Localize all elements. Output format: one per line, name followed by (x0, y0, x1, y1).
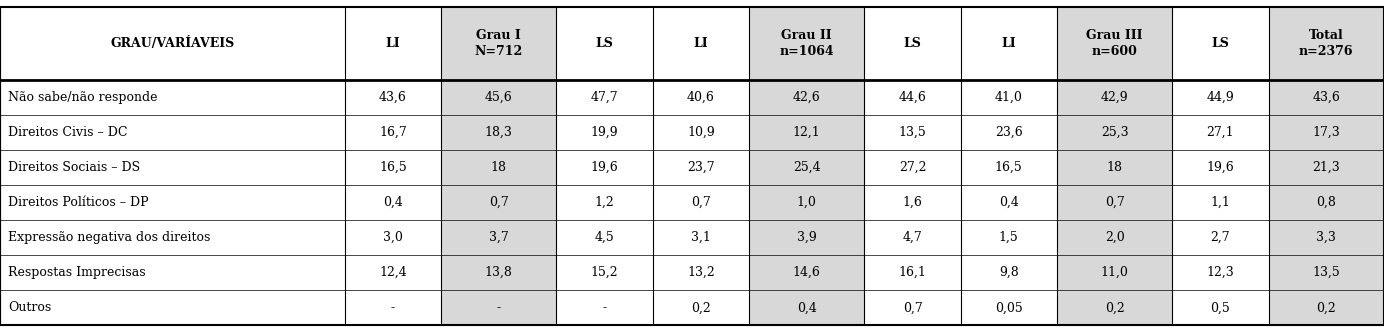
Text: 40,6: 40,6 (686, 91, 714, 104)
Text: LS: LS (904, 37, 922, 50)
Text: 47,7: 47,7 (591, 91, 619, 104)
Bar (441, 7, 556, 325)
Text: Outros: Outros (8, 301, 51, 314)
Text: LI: LI (693, 37, 709, 50)
Text: 0,7: 0,7 (489, 196, 509, 209)
Text: 13,5: 13,5 (898, 126, 926, 139)
Text: -: - (497, 301, 501, 314)
Text: 21,3: 21,3 (1312, 161, 1340, 174)
Text: 44,6: 44,6 (898, 91, 926, 104)
Text: 1,0: 1,0 (797, 196, 817, 209)
Text: 4,7: 4,7 (902, 231, 922, 244)
Text: 17,3: 17,3 (1312, 126, 1340, 139)
Text: Grau II
n=1064: Grau II n=1064 (779, 29, 835, 58)
Text: 18: 18 (1107, 161, 1122, 174)
Text: 23,6: 23,6 (995, 126, 1023, 139)
Text: 13,2: 13,2 (686, 266, 714, 279)
Text: 12,3: 12,3 (1207, 266, 1235, 279)
Text: 18: 18 (491, 161, 507, 174)
Text: 12,4: 12,4 (379, 266, 407, 279)
Bar (749, 7, 865, 325)
Text: Direitos Sociais – DS: Direitos Sociais – DS (8, 161, 140, 174)
Text: 1,2: 1,2 (595, 196, 614, 209)
Text: 27,1: 27,1 (1207, 126, 1235, 139)
Text: Não sabe/não responde: Não sabe/não responde (8, 91, 158, 104)
Text: 0,7: 0,7 (902, 301, 922, 314)
Text: 16,1: 16,1 (898, 266, 926, 279)
Text: 13,5: 13,5 (1312, 266, 1340, 279)
Text: 18,3: 18,3 (484, 126, 512, 139)
Text: 0,7: 0,7 (691, 196, 711, 209)
Text: -: - (602, 301, 606, 314)
Text: LS: LS (595, 37, 613, 50)
Text: 25,3: 25,3 (1100, 126, 1128, 139)
Text: 41,0: 41,0 (995, 91, 1023, 104)
Text: LI: LI (386, 37, 400, 50)
Text: 11,0: 11,0 (1100, 266, 1128, 279)
Text: 2,0: 2,0 (1104, 231, 1124, 244)
Text: 14,6: 14,6 (793, 266, 821, 279)
Text: 9,8: 9,8 (999, 266, 1019, 279)
Text: 19,6: 19,6 (1207, 161, 1235, 174)
Text: 10,9: 10,9 (686, 126, 714, 139)
Text: 0,2: 0,2 (1104, 301, 1124, 314)
Text: 0,2: 0,2 (691, 301, 711, 314)
Text: LI: LI (1002, 37, 1016, 50)
Text: 1,1: 1,1 (1211, 196, 1230, 209)
Text: 0,4: 0,4 (797, 301, 817, 314)
Text: Total
n=2376: Total n=2376 (1300, 29, 1354, 58)
Bar (1057, 7, 1172, 325)
Text: Grau III
n=600: Grau III n=600 (1086, 29, 1143, 58)
Text: 0,05: 0,05 (995, 301, 1023, 314)
Text: 27,2: 27,2 (898, 161, 926, 174)
Text: Expressão negativa dos direitos: Expressão negativa dos direitos (8, 231, 210, 244)
Text: 23,7: 23,7 (686, 161, 714, 174)
Text: Grau I
N=712: Grau I N=712 (475, 29, 523, 58)
Text: 42,9: 42,9 (1100, 91, 1128, 104)
Text: 0,5: 0,5 (1211, 301, 1230, 314)
Text: 15,2: 15,2 (591, 266, 619, 279)
Text: 3,1: 3,1 (691, 231, 711, 244)
Text: 3,9: 3,9 (797, 231, 817, 244)
Text: 0,4: 0,4 (999, 196, 1019, 209)
Text: 3,0: 3,0 (383, 231, 403, 244)
Text: 3,7: 3,7 (489, 231, 509, 244)
Text: 43,6: 43,6 (1312, 91, 1340, 104)
Text: Respostas Imprecisas: Respostas Imprecisas (8, 266, 145, 279)
Text: LS: LS (1211, 37, 1229, 50)
Text: 4,5: 4,5 (595, 231, 614, 244)
Text: 13,8: 13,8 (484, 266, 512, 279)
Text: -: - (390, 301, 394, 314)
Text: 2,7: 2,7 (1211, 231, 1230, 244)
Text: 45,6: 45,6 (484, 91, 512, 104)
Text: 1,5: 1,5 (999, 231, 1019, 244)
Text: 12,1: 12,1 (793, 126, 821, 139)
Text: 44,9: 44,9 (1207, 91, 1235, 104)
Text: 1,6: 1,6 (902, 196, 923, 209)
Text: 0,7: 0,7 (1104, 196, 1124, 209)
Text: 19,9: 19,9 (591, 126, 619, 139)
Text: GRAU/VARÍAVEIS: GRAU/VARÍAVEIS (111, 37, 234, 50)
Text: 16,5: 16,5 (995, 161, 1023, 174)
Text: Direitos Políticos – DP: Direitos Políticos – DP (8, 196, 149, 209)
Bar (1269, 7, 1384, 325)
Text: 43,6: 43,6 (379, 91, 407, 104)
Text: 0,4: 0,4 (383, 196, 403, 209)
Text: 3,3: 3,3 (1316, 231, 1336, 244)
Text: 0,8: 0,8 (1316, 196, 1336, 209)
Text: 19,6: 19,6 (591, 161, 619, 174)
Text: 25,4: 25,4 (793, 161, 821, 174)
Text: Direitos Civis – DC: Direitos Civis – DC (8, 126, 127, 139)
Text: 16,5: 16,5 (379, 161, 407, 174)
Text: 42,6: 42,6 (793, 91, 821, 104)
Text: 0,2: 0,2 (1316, 301, 1336, 314)
Text: 16,7: 16,7 (379, 126, 407, 139)
